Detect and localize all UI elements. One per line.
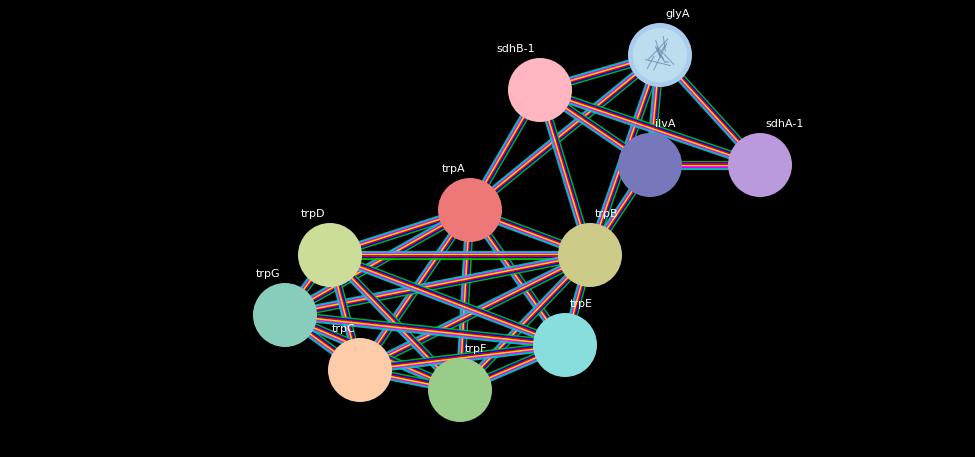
Circle shape [558,223,622,287]
Circle shape [533,313,597,377]
Text: trpE: trpE [570,299,593,309]
Text: trpB: trpB [595,209,618,219]
Circle shape [728,133,792,197]
Text: trpA: trpA [442,164,465,174]
Text: sdhA-1: sdhA-1 [765,119,803,129]
Circle shape [253,283,317,347]
Text: sdhB-1: sdhB-1 [496,44,535,54]
Circle shape [628,23,692,87]
Circle shape [508,58,572,122]
Circle shape [633,28,687,82]
Circle shape [438,178,502,242]
Text: trpG: trpG [255,269,280,279]
Text: ilvA: ilvA [655,119,676,129]
Text: trpF: trpF [465,344,488,354]
Text: glyA: glyA [665,9,689,19]
Circle shape [298,223,362,287]
Text: trpD: trpD [300,209,325,219]
Text: trpC: trpC [332,324,355,334]
Circle shape [328,338,392,402]
Circle shape [618,133,682,197]
Circle shape [428,358,492,422]
